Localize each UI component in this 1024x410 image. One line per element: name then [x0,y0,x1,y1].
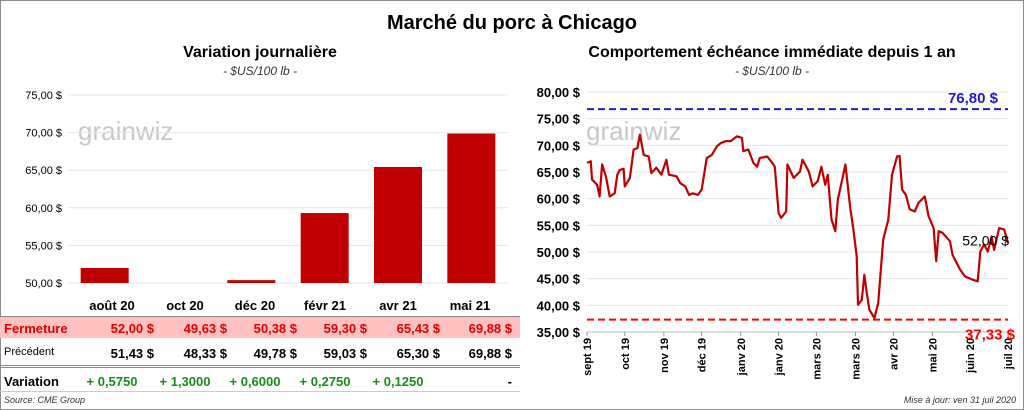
x-tick-label: sept 19 [582,338,594,376]
grainwiz-logo: grainwiz [586,116,681,146]
x-tick-label: juin 20 [965,338,977,374]
bar-0 [80,267,129,283]
line-chart-subtitle: - $US/100 lb - [734,64,810,78]
x-tick-label: janv 20 [736,338,748,376]
cell-value: 59,30 $ [323,321,367,336]
cell-value: 52,00 $ [110,321,154,336]
last-price-label: 52,00 $ [962,232,1009,248]
price-line [586,133,1010,320]
y-tick-label: 60,00 $ [537,192,581,207]
column-header: déc 20 [234,298,276,313]
y-tick-label: 70,00 $ [537,138,581,153]
x-tick-label: mars 20 [850,338,862,380]
column-header: mai 21 [449,298,491,313]
cell-value: 69,88 $ [468,346,512,361]
bar-chart-title: Variation journalière [183,44,337,61]
y-tick-label: 60,00 $ [25,203,62,215]
cell-value: + 0,6000 [229,374,281,389]
column-header: avr 21 [379,298,417,313]
cell-value: + 0,1250 [372,374,424,389]
cell-value: + 0,5750 [86,374,138,389]
cell-value: 59,03 $ [323,346,367,361]
row-label: Précédent [4,346,55,358]
column-header: oct 20 [166,298,204,313]
y-tick-label: 50,00 $ [537,245,581,260]
cell-value: - [507,374,512,389]
y-tick-label: 45,00 $ [537,272,581,287]
source-note: Source: CME Group [4,395,86,405]
column-header: févr 21 [304,298,346,313]
y-tick-label: 65,00 $ [537,165,581,180]
cell-value: 69,88 $ [468,321,512,336]
cell-value: 48,33 $ [183,346,227,361]
y-tick-label: 55,00 $ [537,218,581,233]
bar-chart-subtitle: - $US/100 lb - [222,64,298,78]
bar-3 [300,213,349,283]
row-label: Fermeture [4,321,68,336]
x-tick-label: nov 19 [659,338,671,373]
y-tick-label: 55,00 $ [25,240,62,252]
cell-value: + 1,3000 [159,374,211,389]
table-row-variation: Variation + 0,5750 + 1,3000 + 0,6000 + 0,275… [0,370,520,392]
cell-value: 49,78 $ [253,346,297,361]
row-label: Variation [4,374,59,389]
bar-chart: grainwiz 50,00 $ 55,00 $ 60,00 $ 65,00 $ 70,… [25,90,508,290]
min-label: 37,33 $ [965,327,1016,344]
x-tick-label: mars 20 [811,338,823,380]
y-tick-label: 80,00 $ [537,85,581,100]
table-header-row: août 20 oct 20 déc 20 févr 21 avr 21 mai 21 [0,294,520,316]
y-tick-label: 35,00 $ [537,325,581,340]
x-tick-label: déc 19 [697,338,709,372]
x-tick-label: mai 20 [927,338,939,372]
line-chart-title: Comportement échéance immédiate depuis 1… [588,44,956,61]
column-header: août 20 [89,298,135,313]
x-tick-label: oct 19 [620,338,632,370]
x-tick-label: juil 20 [1003,338,1015,370]
cell-value: + 0,2750 [299,374,351,389]
main-title: Marché du porc à Chicago [386,12,638,34]
y-tick-label: 75,00 $ [25,90,62,102]
y-tick-label: 50,00 $ [25,278,62,290]
cell-value: 51,43 $ [110,346,154,361]
table-row-fermeture: Fermeture 52,00 $ 49,63 $ 50,38 $ 59,30 $ 65,… [0,316,520,338]
grainwiz-logo: grainwiz [78,116,173,146]
line-chart: grainwiz 35,00 $ 40,00 $ 45,00 $ 50,00 $ 55,… [537,85,1016,380]
x-tick-label: janv 20 [774,338,786,376]
bar-4 [374,166,422,283]
cell-value: 49,63 $ [183,321,227,336]
y-tick-label: 65,00 $ [25,165,62,177]
cell-value: 65,30 $ [396,346,440,361]
bar-5 [447,133,496,283]
bar-2 [227,280,276,283]
x-tick-label: avr 20 [888,338,900,370]
y-tick-label: 40,00 $ [537,298,581,313]
cell-value: 65,43 $ [396,321,440,336]
max-label: 76,80 $ [948,90,999,107]
cell-value: 50,38 $ [253,321,297,336]
table-row-precedent: Précédent 51,43 $ 48,33 $ 49,78 $ 59,03 $ 65,… [0,342,520,368]
update-note: Mise à jour: ven 31 juil 2020 [903,395,1016,405]
y-tick-label: 70,00 $ [25,128,62,140]
y-tick-label: 75,00 $ [537,112,581,127]
